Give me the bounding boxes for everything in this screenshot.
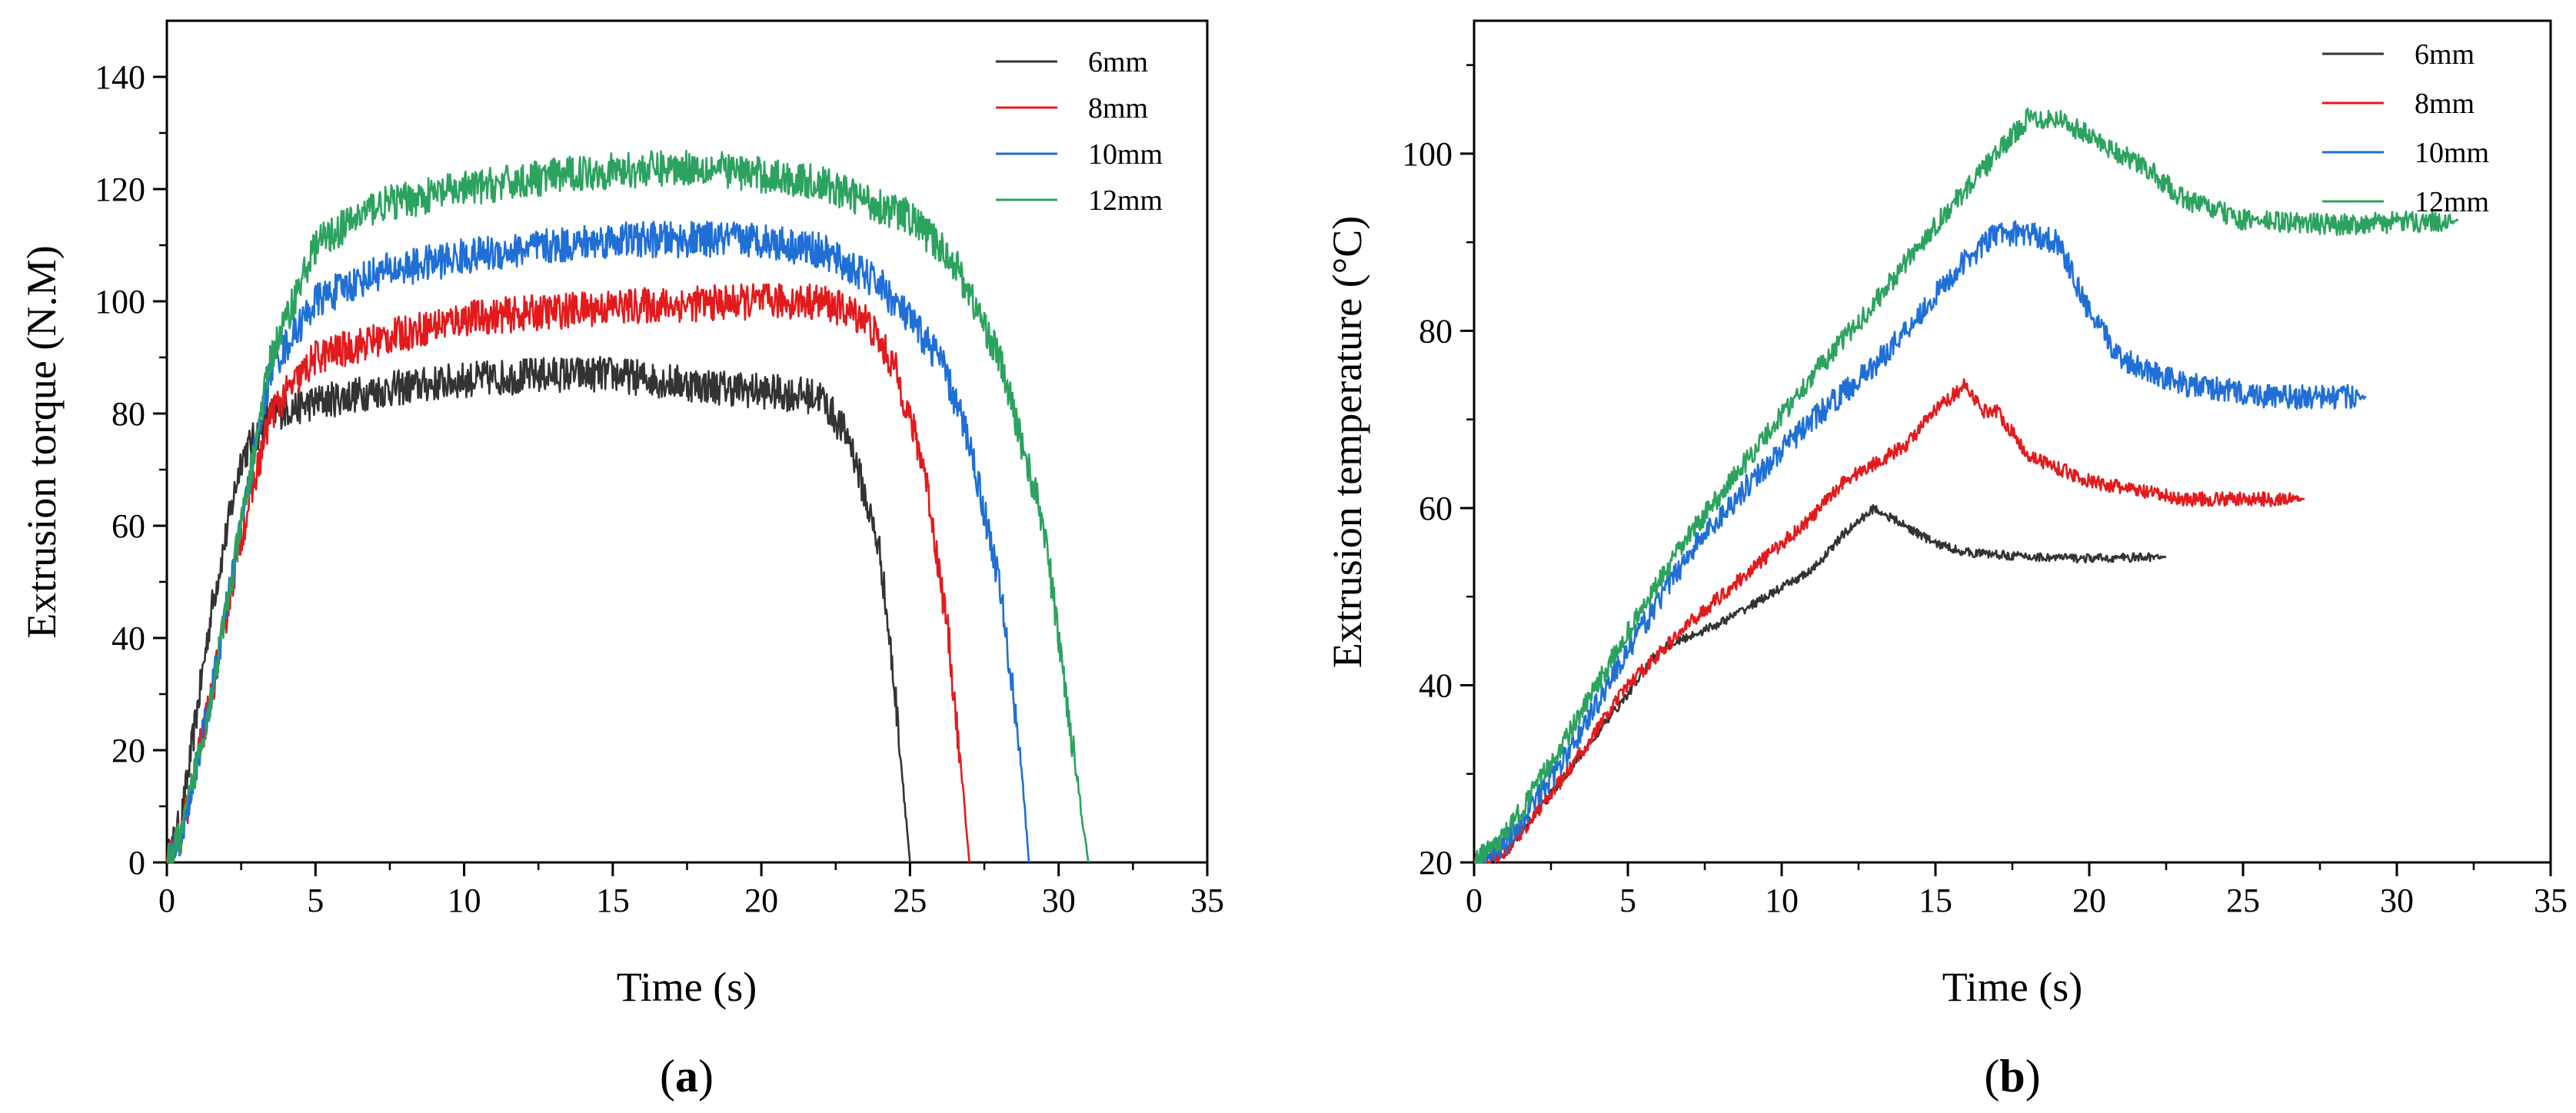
legend-label-b-12mm: 12mm bbox=[2415, 186, 2489, 218]
x-tick-label-b-7: 35 bbox=[2534, 882, 2568, 919]
x-tick-label-a-7: 35 bbox=[1190, 882, 1224, 919]
legend-b: 6mm 8mm 10mm 12mm bbox=[2322, 38, 2489, 218]
x-tick-label-a-4: 20 bbox=[744, 882, 778, 919]
series-line-a-6mm bbox=[166, 356, 911, 864]
legend-label-a-12mm: 12mm bbox=[1088, 184, 1163, 217]
y-tick-label-b-3: 80 bbox=[1419, 312, 1453, 350]
series-line-a-10mm bbox=[166, 221, 1030, 864]
y-tick-label-a-3: 60 bbox=[111, 507, 145, 545]
plot-frame-b bbox=[1473, 19, 2552, 864]
y-tick-label-b-1: 40 bbox=[1419, 666, 1453, 704]
x-tick-label-b-5: 25 bbox=[2226, 882, 2260, 919]
series-group-a bbox=[165, 149, 1090, 864]
y-tick-label-b-0: 20 bbox=[1419, 844, 1453, 882]
x-tick-label-a-6: 30 bbox=[1042, 882, 1076, 919]
panel-letter-b: b bbox=[1999, 1051, 2025, 1101]
axes-ticks-b: 0 5 10 15 20 25 30 35 20 40 60 80 100 bbox=[1402, 64, 2568, 919]
y-tick-label-b-4: 100 bbox=[1402, 135, 1453, 173]
legend-label-b-6mm: 6mm bbox=[2415, 38, 2474, 71]
y-axis-label-b: Extrusion temperature (°C) bbox=[1324, 216, 1370, 668]
series-group-b bbox=[1473, 107, 2459, 864]
y-tick-label-a-5: 100 bbox=[95, 283, 145, 321]
x-tick-label-a-3: 15 bbox=[596, 882, 630, 919]
y-tick-label-a-1: 20 bbox=[111, 732, 145, 769]
legend-label-a-8mm: 8mm bbox=[1088, 92, 1148, 125]
x-tick-label-b-6: 30 bbox=[2380, 882, 2414, 919]
chart-panel-b: 0 5 10 15 20 25 30 35 20 40 60 80 100 6mm 8mm 10mm 12mm… bbox=[1324, 19, 2568, 1101]
series-line-a-12mm bbox=[166, 149, 1090, 864]
x-tick-label-a-5: 25 bbox=[893, 882, 927, 919]
series-line-b-6mm bbox=[1473, 503, 2167, 864]
legend-label-b-10mm: 10mm bbox=[2415, 137, 2489, 169]
axes-ticks-a: 0 5 10 15 20 25 30 35 0 20 40 60 80 100 120 140 bbox=[95, 58, 1224, 919]
panel-label-b: (b) bbox=[1984, 1051, 2040, 1101]
y-tick-label-a-4: 80 bbox=[111, 395, 145, 433]
x-axis-label-a: Time (s) bbox=[617, 964, 757, 1010]
y-tick-label-a-2: 40 bbox=[111, 620, 145, 657]
x-axis-label-b: Time (s) bbox=[1942, 964, 2083, 1010]
x-tick-label-b-2: 10 bbox=[1765, 882, 1799, 919]
y-tick-label-a-0: 0 bbox=[128, 844, 145, 882]
panel-label-a: (a) bbox=[660, 1051, 714, 1101]
y-tick-label-a-7: 140 bbox=[95, 58, 145, 96]
legend-label-a-6mm: 6mm bbox=[1088, 46, 1148, 78]
x-tick-label-a-0: 0 bbox=[158, 882, 175, 919]
x-tick-label-b-0: 0 bbox=[1466, 882, 1483, 919]
y-tick-label-a-6: 120 bbox=[95, 171, 145, 208]
x-tick-label-a-2: 10 bbox=[448, 882, 481, 919]
x-tick-label-b-4: 20 bbox=[2072, 882, 2106, 919]
y-tick-label-b-2: 60 bbox=[1419, 490, 1453, 527]
series-line-a-8mm bbox=[165, 283, 970, 863]
x-tick-label-b-1: 5 bbox=[1619, 882, 1636, 919]
panel-letter-a: a bbox=[675, 1051, 698, 1101]
y-axis-label-a: Extrusion torque (N.M) bbox=[18, 245, 65, 638]
chart-panel-a: 0 5 10 15 20 25 30 35 0 20 40 60 80 100 120 140 6mm 8mm 1… bbox=[18, 19, 1224, 1101]
x-tick-label-b-3: 15 bbox=[1919, 882, 1952, 919]
plot-frame-a bbox=[165, 19, 1209, 864]
series-line-b-12mm bbox=[1473, 107, 2459, 864]
series-line-b-10mm bbox=[1473, 220, 2367, 864]
x-tick-label-a-1: 5 bbox=[307, 882, 324, 919]
legend-label-b-8mm: 8mm bbox=[2415, 88, 2474, 120]
series-line-b-8mm bbox=[1473, 378, 2305, 864]
legend-label-a-10mm: 10mm bbox=[1088, 138, 1163, 171]
legend-a: 6mm 8mm 10mm 12mm bbox=[996, 46, 1163, 217]
